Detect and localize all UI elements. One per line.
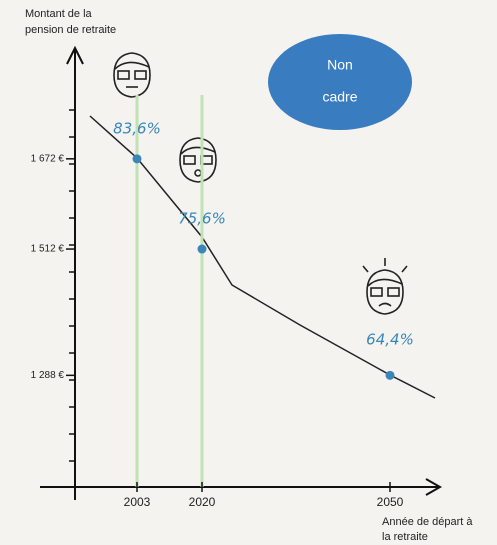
x-tick-label: 2050 (377, 495, 404, 509)
rate-label: 64,4% (366, 331, 414, 349)
point (385, 370, 395, 380)
x-tick-label: 2020 (189, 495, 216, 509)
x-axis-title: la retraite (382, 531, 428, 543)
y-axis-title: pension de retraite (25, 24, 116, 36)
badge (268, 34, 412, 130)
y-tick-label: 1 512 € (31, 244, 65, 255)
face (113, 52, 151, 98)
rate-label: 83,6% (113, 119, 161, 137)
x-tick-label: 2003 (124, 495, 151, 509)
point (197, 244, 207, 254)
face (362, 258, 408, 315)
trend-line (89, 115, 436, 399)
y-axis-title: Montant de la (25, 8, 93, 20)
face (179, 137, 217, 183)
point (132, 154, 142, 164)
rate-label: 75,6% (178, 210, 226, 228)
minor-ticks (69, 109, 75, 462)
x-arrow (425, 478, 443, 496)
y-tick-label: 1 288 € (31, 370, 65, 381)
y-arrow (66, 45, 84, 65)
badge-text: Non (327, 57, 353, 73)
y-tick-label: 1 672 € (31, 153, 65, 164)
x-axis-title: Année de départ à (382, 516, 473, 528)
badge-text: cadre (322, 89, 357, 105)
